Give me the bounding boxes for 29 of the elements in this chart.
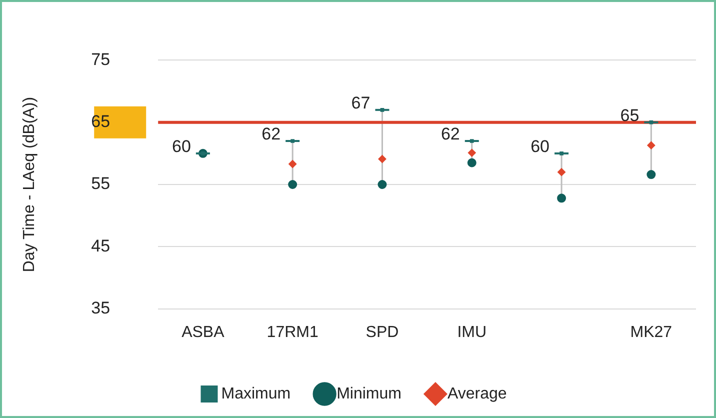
y-tick-label: 45 [91, 236, 110, 256]
data-label: 60 [172, 137, 191, 156]
point [378, 180, 387, 189]
data-label: 60 [530, 137, 550, 156]
x-tick-label: MK27 [630, 324, 672, 341]
point [558, 168, 566, 176]
data-label: 62 [440, 124, 460, 144]
point [288, 160, 297, 168]
x-tick-label: 17RM1 [266, 324, 318, 341]
y-axis-title: Day Time - LAeq (dB(A)) [21, 96, 38, 272]
x-tick-label: ASBA [182, 324, 225, 341]
point [288, 180, 298, 189]
data-label: 65 [620, 106, 640, 126]
point [467, 158, 476, 168]
y-tick-label: 35 [91, 298, 110, 318]
y-tick-label: 55 [91, 174, 110, 194]
x-tick-label: IMU [457, 324, 487, 341]
data-label: 62 [262, 124, 281, 144]
y-tick-label: 75 [91, 50, 110, 69]
legend-label: Maximum [221, 385, 291, 402]
point [646, 170, 656, 180]
point [647, 141, 656, 150]
point [468, 148, 476, 157]
data-label: 67 [351, 94, 370, 113]
x-tick-label: SPD [366, 324, 399, 341]
point [378, 155, 386, 164]
point [557, 194, 566, 203]
legend-label: Minimum [336, 385, 402, 402]
legend-label: Average [447, 385, 507, 402]
